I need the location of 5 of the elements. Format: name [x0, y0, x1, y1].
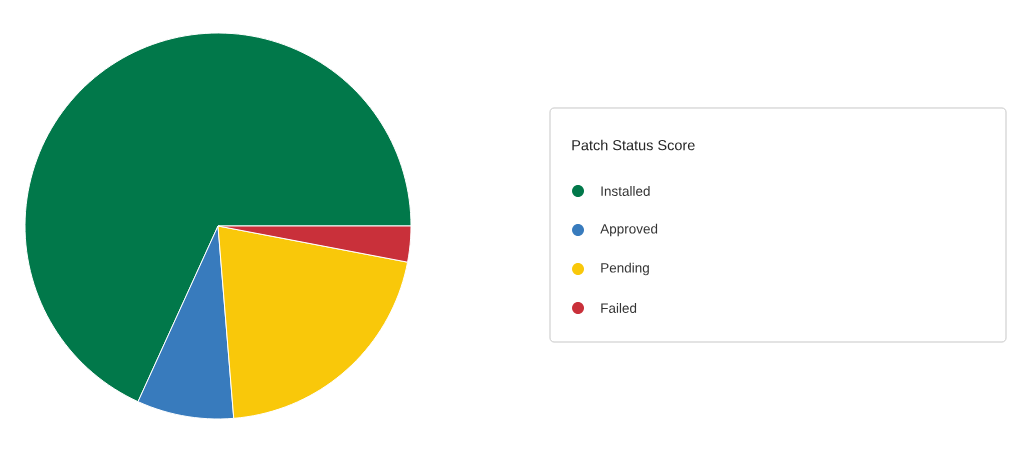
legend-label: Installed: [601, 186, 650, 196]
legend-label: Failed: [601, 303, 637, 313]
legend-label: Pending: [601, 262, 649, 276]
legend-label: Approved: [600, 223, 658, 237]
legend-title: Patch Status Score: [572, 139, 695, 151]
